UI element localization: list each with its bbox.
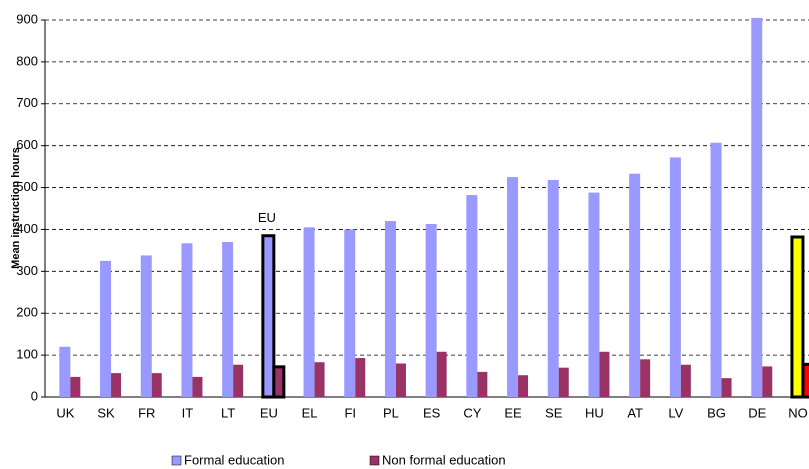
annotation: EU (258, 210, 276, 225)
bar (801, 362, 809, 399)
bar (558, 367, 569, 397)
bar (100, 260, 112, 397)
y-tick-label: 100 (16, 347, 38, 362)
bar (518, 375, 529, 397)
x-tick-label: FR (138, 405, 155, 420)
x-tick-label: SE (545, 405, 563, 420)
bar (222, 242, 234, 397)
bar (233, 364, 244, 397)
x-tick-label: IT (182, 405, 194, 420)
bar (355, 358, 366, 397)
bar (261, 234, 276, 399)
y-tick-label: 600 (16, 137, 38, 152)
y-tick-label: 200 (16, 305, 38, 320)
bar (192, 376, 203, 397)
bar (151, 373, 162, 397)
bar (762, 366, 773, 397)
bar (314, 362, 325, 397)
legend-label: Non formal education (382, 452, 506, 467)
y-tick-label: 300 (16, 263, 38, 278)
x-tick-label: HU (585, 405, 604, 420)
y-tick-label: 400 (16, 221, 38, 236)
bar (710, 142, 722, 397)
bar (395, 363, 406, 397)
bar (344, 229, 356, 397)
bar (59, 346, 71, 397)
bar (588, 192, 600, 397)
x-tick-label: LV (668, 405, 683, 420)
bar (669, 157, 681, 397)
bar (425, 223, 437, 397)
y-tick-label: 0 (31, 388, 38, 403)
x-tick-label: LT (221, 405, 235, 420)
x-tick-label: EU (260, 405, 278, 420)
x-tick-label: SK (97, 405, 115, 420)
bar (751, 17, 763, 398)
bar (272, 365, 286, 399)
y-tick-label: 900 (16, 11, 38, 26)
bar (790, 235, 805, 399)
bar (384, 221, 396, 397)
bar (547, 180, 559, 397)
legend-swatch (369, 455, 380, 466)
bar (436, 351, 447, 397)
bar (507, 177, 519, 397)
bar (629, 173, 641, 397)
y-tick-label: 800 (16, 53, 38, 68)
bar (70, 376, 81, 397)
bar (111, 373, 122, 397)
x-tick-label: DE (748, 405, 766, 420)
x-tick-label: FI (344, 405, 356, 420)
x-tick-label: CY (463, 405, 481, 420)
bar (640, 359, 651, 397)
x-tick-label: EE (504, 405, 522, 420)
bar (181, 243, 193, 397)
y-tick-label: 500 (16, 179, 38, 194)
legend-label: Formal education (184, 452, 284, 467)
x-tick-label: UK (56, 405, 74, 420)
bar (721, 378, 732, 397)
x-tick-label: NO (788, 405, 808, 420)
x-tick-label: AT (627, 405, 643, 420)
x-tick-label: ES (423, 405, 441, 420)
y-tick-label: 700 (16, 95, 38, 110)
x-tick-label: BG (707, 405, 726, 420)
bar (303, 227, 315, 397)
bar (477, 371, 488, 397)
legend-swatch (171, 455, 182, 466)
x-tick-label: PL (383, 405, 399, 420)
x-tick-label: EL (302, 405, 318, 420)
bar (466, 195, 478, 397)
bar (140, 255, 152, 397)
bar (680, 364, 691, 397)
y-axis-label: Mean instruction hours (10, 147, 22, 269)
bar (599, 351, 610, 397)
